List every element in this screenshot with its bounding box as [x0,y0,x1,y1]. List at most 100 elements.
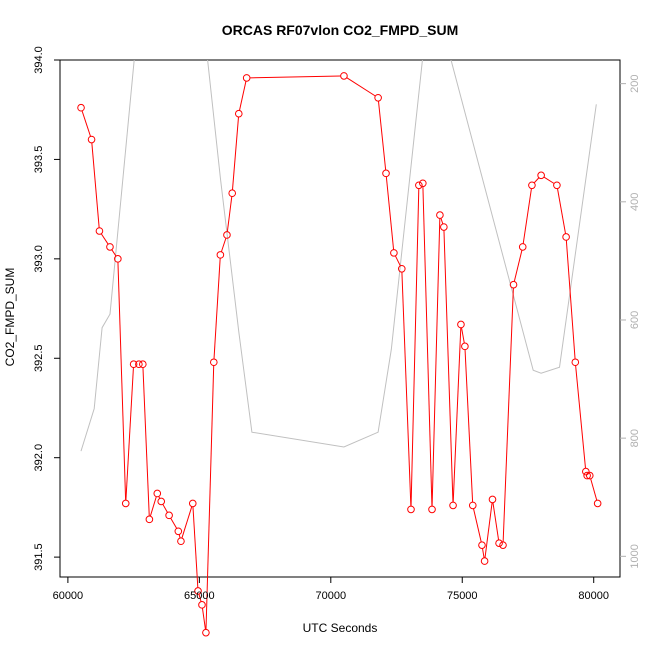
series-segment [422,186,433,507]
series-segment [170,517,178,529]
series-segment [142,367,150,517]
data-point [528,181,536,190]
data-point [480,557,489,565]
data-point [145,515,154,524]
y-axis-label: CO2_FMPD_SUM [3,268,17,367]
y2-tick-label: 200 [629,74,641,92]
data-point [468,501,477,510]
series-segment [249,75,341,79]
series-segment [502,287,514,542]
series-segment [565,240,576,359]
data-point [478,541,486,549]
y2-tick-label: 1000 [629,544,641,568]
data-point [153,489,162,498]
series-segment [192,506,199,588]
data-point [202,628,210,637]
x-axis: 60000 65000 70000 75000 80000 [53,577,609,602]
series-segment [385,176,395,250]
series-segment [231,116,240,190]
data-point [518,243,527,251]
data-point [390,249,398,257]
y2-tick-label: 400 [629,193,641,211]
x-tick-label: 75000 [447,590,478,602]
series-segment [91,142,100,228]
data-point [216,251,225,259]
series-segment [394,255,401,267]
series-segment [100,233,109,245]
data-point [135,360,143,369]
series-segment [513,250,523,282]
data-point [95,227,104,235]
y2-tick-label: 600 [629,311,641,329]
series-segment [492,502,500,541]
data-point [174,527,183,536]
y-tick-label: 393.0 [33,245,45,273]
data-point [593,499,602,508]
series-segment [431,218,441,507]
data-point [194,587,202,595]
chart-title: ORCAS RF07vlon CO2_FMPD_SUM [222,22,458,38]
series-segment [125,367,134,501]
x-tick-label: 65000 [184,590,215,602]
series-segment [178,534,181,539]
series-segment [543,176,555,184]
data-point [449,501,457,510]
series-segment [117,262,127,501]
series-segment [452,327,462,503]
series-segment [213,258,221,359]
secondary-series-line [80,60,597,452]
primary-series [77,72,602,637]
y2-tick-label: 800 [629,429,641,447]
series-segment [440,218,444,225]
x-tick-label: 60000 [53,590,84,602]
data-point [177,537,185,546]
data-point [419,179,427,188]
data-point [457,320,465,329]
series-segment [590,478,598,501]
data-point [121,499,130,508]
x-axis-label: UTC Seconds [303,621,378,635]
data-point [582,467,590,476]
y-tick-label: 394.0 [33,46,45,74]
data-point [537,171,545,180]
y2-axis: 200 400 600 800 1000 [620,74,641,569]
x-tick-label: 70000 [316,590,347,602]
data-point [188,499,197,508]
series-segment [226,196,233,232]
series-segment [162,504,168,513]
data-point [488,495,497,504]
data-point [228,189,237,198]
data-point [509,280,518,289]
series-segment [205,365,215,630]
data-point [198,601,206,609]
data-point [440,223,448,231]
data-point [114,255,122,263]
y-axis: 391.5 392.0 392.5 393.0 393.5 394.0 [33,46,60,571]
data-point [382,169,390,178]
data-point [397,264,406,273]
data-point [461,342,469,351]
data-point [585,471,594,480]
series-segment [443,230,454,503]
data-point [499,541,507,549]
data-point [157,497,166,506]
series-segment [473,508,482,543]
data-point [407,505,415,514]
series-segment [81,110,91,137]
series-segment [111,249,117,257]
series-segment [484,502,493,558]
series-segment [464,349,474,503]
series-segment [149,496,157,517]
series-segment [377,101,387,171]
data-point [77,103,85,112]
data-point [106,243,114,251]
series-segment [410,188,420,507]
series-segment [346,77,376,97]
y-tick-label: 392.5 [33,345,45,373]
data-point [495,539,503,547]
data-point [223,231,231,239]
series-segment [522,188,532,244]
plot-frame [59,59,621,578]
x-tick-label: 80000 [578,590,609,602]
